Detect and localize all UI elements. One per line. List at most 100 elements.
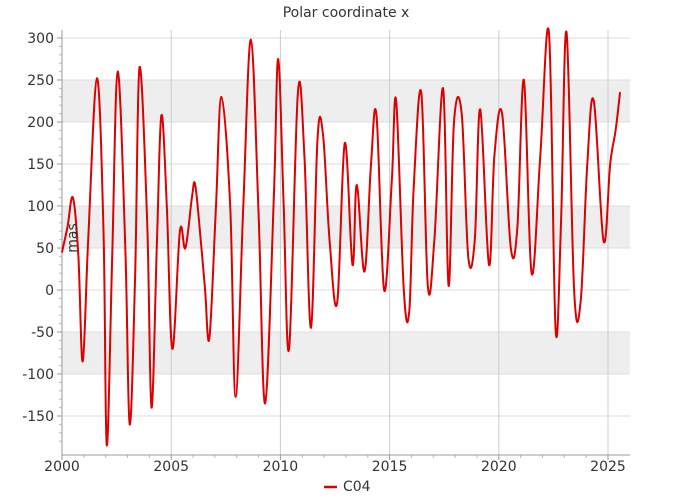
data-point (102, 230, 105, 232)
y-tick-label-100: 100 (27, 199, 54, 215)
data-point (250, 38, 252, 41)
data-point (264, 402, 266, 405)
data-point (420, 91, 423, 94)
data-point (220, 96, 223, 98)
data-point (184, 247, 187, 249)
data-point (288, 348, 290, 350)
data-point (460, 112, 463, 115)
x-tick-label-2015: 2015 (372, 459, 408, 475)
x-tick-label-2025: 2025 (590, 459, 626, 475)
y-tick-label-150: 150 (27, 157, 54, 173)
y-tick-label--50: -50 (31, 325, 54, 341)
legend[interactable]: C04 (324, 479, 371, 495)
data-point (96, 77, 98, 80)
data-point (160, 114, 163, 117)
data-point (593, 100, 595, 102)
data-point (156, 238, 158, 241)
data-point (303, 154, 306, 157)
data-point (310, 327, 312, 329)
data-point (87, 238, 90, 241)
data-point (150, 406, 153, 409)
data-point (433, 238, 436, 241)
data-point (390, 180, 393, 182)
axes (61, 30, 630, 456)
data-point (579, 300, 582, 302)
data-point (488, 264, 490, 266)
data-point (77, 255, 80, 258)
data-point (229, 205, 231, 207)
data-point (61, 251, 63, 253)
data-point (134, 272, 136, 275)
plot-band-0 (62, 80, 630, 122)
data-point (208, 337, 211, 339)
data-point (510, 247, 512, 249)
y-tick-label-0: 0 (45, 283, 54, 299)
y-tick-label--150: -150 (22, 409, 54, 425)
data-point (128, 423, 131, 426)
horizontal-gridlines (57, 37, 630, 442)
data-point (539, 154, 542, 157)
data-point (554, 328, 557, 331)
data-point (72, 196, 74, 199)
data-point (66, 226, 69, 228)
data-point (191, 196, 193, 199)
data-point (146, 222, 148, 224)
x-tick-labels: 2000 2005 2010 2015 2020 2025 (44, 459, 626, 475)
y-tick-label-300: 300 (27, 31, 54, 47)
plot-band-2 (62, 332, 630, 374)
data-point (523, 79, 525, 81)
data-point (166, 205, 168, 207)
y-tick-label--100: -100 (22, 367, 54, 383)
data-point (81, 360, 84, 363)
data-point (383, 289, 385, 291)
y-axis-label: mas (65, 223, 81, 253)
x-tick-label-2000: 2000 (44, 459, 80, 475)
data-point (467, 255, 470, 258)
data-point (447, 285, 450, 287)
data-point (363, 270, 366, 273)
data-point (501, 112, 503, 115)
data-point (322, 133, 324, 136)
data-point (242, 205, 245, 207)
data-point (609, 163, 611, 165)
data-point (473, 238, 476, 241)
data-point (442, 87, 444, 90)
data-point (565, 31, 568, 33)
data-point (619, 91, 621, 94)
data-point (408, 310, 411, 312)
data-point (479, 108, 482, 111)
data-point (124, 247, 127, 249)
data-point (412, 188, 415, 190)
data-point (111, 255, 114, 258)
y-tick-labels: -150 -100 -50 0 50 100 150 200 250 300 (22, 31, 54, 425)
data-point (453, 121, 455, 123)
data-point (282, 205, 285, 207)
legend-label-c04: C04 (343, 479, 371, 495)
data-point (586, 163, 589, 165)
data-point (602, 240, 605, 243)
data-point (273, 196, 275, 199)
chart-title: Polar coordinate x (283, 5, 410, 21)
data-point (560, 222, 562, 224)
data-point (105, 444, 108, 447)
data-point (138, 66, 141, 69)
data-point (427, 285, 429, 287)
data-point (297, 91, 299, 94)
data-point (171, 348, 174, 350)
data-point (316, 138, 319, 140)
y-tick-label-250: 250 (27, 73, 54, 89)
data-point (204, 289, 206, 291)
data-point (234, 395, 237, 398)
data-point (573, 289, 575, 291)
data-point (516, 226, 519, 228)
y-tick-label-200: 200 (27, 115, 54, 131)
data-point (179, 230, 181, 232)
y-tick-label-50: 50 (36, 241, 54, 257)
data-point (336, 301, 338, 304)
data-point (356, 184, 358, 186)
data-point (194, 184, 197, 186)
data-point (199, 238, 202, 241)
data-point (402, 289, 405, 291)
data-point (344, 142, 346, 144)
